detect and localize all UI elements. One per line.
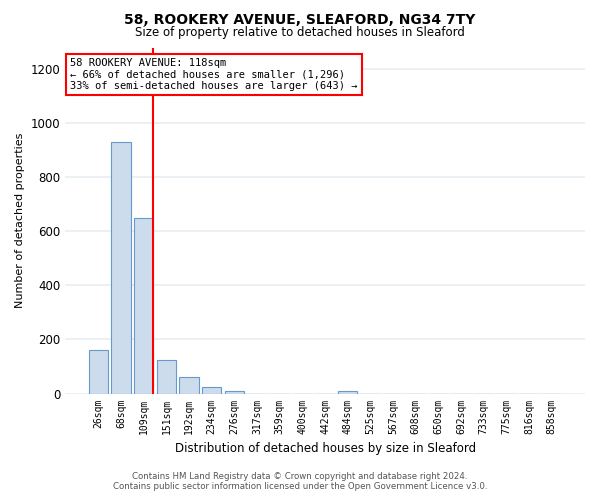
Bar	[338, 391, 358, 394]
Bar	[225, 391, 244, 394]
Text: 58, ROOKERY AVENUE, SLEAFORD, NG34 7TY: 58, ROOKERY AVENUE, SLEAFORD, NG34 7TY	[124, 12, 476, 26]
Bar	[202, 387, 221, 394]
Bar	[89, 350, 108, 394]
Bar	[112, 142, 131, 394]
Bar	[134, 218, 154, 394]
Bar	[157, 360, 176, 394]
Text: Contains HM Land Registry data © Crown copyright and database right 2024.
Contai: Contains HM Land Registry data © Crown c…	[113, 472, 487, 491]
Y-axis label: Number of detached properties: Number of detached properties	[15, 133, 25, 308]
Bar	[179, 377, 199, 394]
Text: 58 ROOKERY AVENUE: 118sqm
← 66% of detached houses are smaller (1,296)
33% of se: 58 ROOKERY AVENUE: 118sqm ← 66% of detac…	[70, 58, 358, 91]
X-axis label: Distribution of detached houses by size in Sleaford: Distribution of detached houses by size …	[175, 442, 476, 455]
Text: Size of property relative to detached houses in Sleaford: Size of property relative to detached ho…	[135, 26, 465, 39]
